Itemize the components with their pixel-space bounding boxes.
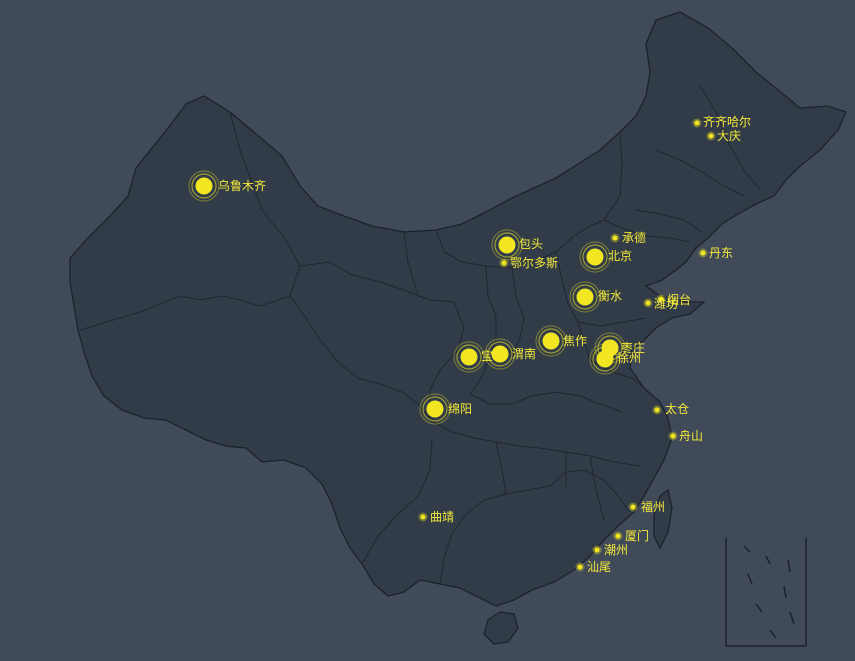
marker-ripple-ring [589,343,621,375]
marker-dot[interactable] [460,348,478,366]
marker-dot[interactable] [700,250,706,256]
marker-dot[interactable] [195,177,213,195]
city-markers[interactable]: 乌鲁木齐齐齐哈尔大庆承德丹东包头鄂尔多斯北京衡水烟台潍坊焦作枣庄徐州宝鸡渭南绵阳… [188,114,752,574]
city-marker-1[interactable]: 齐齐哈尔 [692,114,752,129]
marker-dot[interactable] [658,296,664,302]
city-marker-9[interactable]: 烟台 [656,292,692,307]
city-label: 承德 [622,230,646,245]
marker-dot[interactable] [491,345,509,363]
marker-dot[interactable] [630,504,636,510]
marker-ripple-ring [592,346,618,372]
marker-dot[interactable] [612,235,618,241]
city-label: 福州 [641,499,665,514]
city-label: 太仓 [665,401,689,416]
city-label: 丹东 [709,246,733,260]
city-label: 绵阳 [448,402,472,416]
marker-dot[interactable] [501,260,507,266]
marker-ripple-ring [494,232,520,258]
marker-ripple-ring [572,284,598,310]
taiwan-island[interactable] [653,488,673,550]
city-marker-4[interactable]: 丹东 [698,246,734,260]
city-label: 渭南 [512,346,536,361]
marker-ripple-ring [422,396,448,422]
china-landmass[interactable] [69,11,847,607]
city-label: 徐州 [617,350,641,365]
city-marker-10[interactable]: 潍坊 [643,296,679,311]
marker-ripple-ring [484,338,516,370]
city-marker-16[interactable]: 绵阳 [419,393,472,425]
city-marker-19[interactable]: 曲靖 [418,510,455,524]
marker-dot[interactable] [586,248,604,266]
hainan-island[interactable] [483,611,519,645]
city-label: 潍坊 [654,296,678,311]
marker-ripple-ring [569,281,601,313]
city-label: 枣庄 [621,340,645,355]
city-label: 烟台 [667,292,691,307]
city-marker-17[interactable]: 太仓 [652,401,690,416]
city-label: 潮州 [604,542,628,557]
marker-dot[interactable] [420,514,426,520]
city-label: 舟山 [679,429,703,443]
marker-dot[interactable] [708,133,714,139]
city-marker-15[interactable]: 渭南 [484,338,536,370]
marker-dot[interactable] [576,288,594,306]
city-label: 鄂尔多斯 [510,255,558,270]
city-marker-3[interactable]: 承德 [610,230,647,245]
marker-ripple-ring [491,229,523,261]
marker-dot[interactable] [645,300,651,306]
city-label: 厦门 [625,528,649,543]
marker-dot[interactable] [542,332,560,350]
city-marker-7[interactable]: 北京 [579,241,632,273]
city-label: 齐齐哈尔 [703,114,751,129]
marker-dot[interactable] [694,120,700,126]
city-label: 乌鲁木齐 [218,178,266,193]
city-marker-2[interactable]: 大庆 [706,129,742,143]
city-marker-11[interactable]: 焦作 [535,325,587,357]
city-label: 大庆 [717,129,741,143]
marker-ripple-ring [535,325,567,357]
marker-dot[interactable] [594,547,600,553]
marker-dot[interactable] [670,433,676,439]
city-label: 焦作 [563,334,587,348]
city-label: 汕尾 [587,560,611,574]
city-label: 曲靖 [430,510,454,524]
city-marker-8[interactable]: 衡水 [569,281,622,313]
marker-ripple-ring [579,241,611,273]
marker-dot[interactable] [615,533,621,539]
city-label: 衡水 [598,289,622,303]
south-china-sea-inset [725,538,807,647]
city-marker-0[interactable]: 乌鲁木齐 [188,170,266,202]
marker-dot[interactable] [596,350,614,368]
marker-dot[interactable] [498,236,516,254]
marker-dot[interactable] [426,400,444,418]
city-marker-5[interactable]: 包头 [491,229,543,261]
marker-ripple-ring [453,341,485,373]
city-label: 包头 [519,237,543,251]
marker-ripple-ring [419,393,451,425]
marker-ripple-ring [456,344,482,370]
city-marker-21[interactable]: 厦门 [613,528,650,543]
city-marker-22[interactable]: 潮州 [592,542,629,557]
marker-dot[interactable] [654,407,660,413]
city-marker-20[interactable]: 福州 [628,499,666,514]
city-marker-18[interactable]: 舟山 [668,429,704,443]
marker-ripple-ring [538,328,564,354]
city-marker-6[interactable]: 鄂尔多斯 [499,255,559,270]
marker-ripple-ring [191,173,217,199]
city-marker-13[interactable]: 徐州 [589,343,641,375]
city-label: 北京 [608,249,632,263]
marker-ripple-ring [487,341,513,367]
city-marker-23[interactable]: 汕尾 [575,560,612,574]
marker-dot[interactable] [577,564,583,570]
marker-ripple-ring [188,170,220,202]
marker-ripple-ring [582,244,608,270]
